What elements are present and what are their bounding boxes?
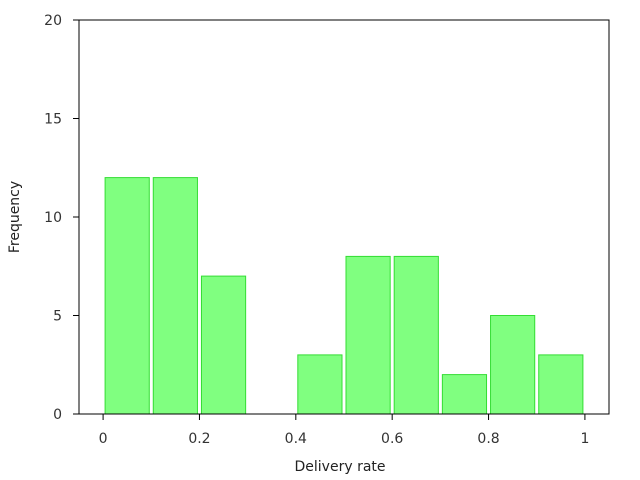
histogram-bar: [200, 275, 247, 415]
x-tick-label: 0.2: [188, 431, 210, 447]
x-axis-title: Delivery rate: [295, 459, 386, 475]
histogram-bar: [104, 177, 150, 415]
x-tick-label: 0: [99, 431, 108, 447]
bars-group: [104, 177, 584, 415]
x-tick-label: 0.6: [381, 431, 403, 447]
histogram-bar: [297, 354, 343, 415]
histogram-bar: [345, 255, 391, 415]
x-tick-label: 0.4: [285, 431, 307, 447]
y-axis-ticks: 0 5 10 15 20: [44, 13, 79, 423]
x-tick-label: 0.8: [477, 431, 499, 447]
y-tick-label: 5: [53, 309, 62, 325]
histogram-bar: [152, 177, 198, 415]
x-axis-ticks: 0 0.2 0.4 0.6 0.8 1: [99, 414, 589, 447]
histogram-bar: [441, 374, 488, 415]
y-tick-label: 10: [44, 210, 62, 226]
y-axis-title: Frequency: [7, 181, 23, 253]
y-tick-label: 0: [53, 407, 62, 423]
histogram-bar: [393, 255, 439, 415]
y-tick-label: 20: [44, 13, 62, 29]
histogram-bar: [490, 315, 536, 415]
x-tick-label: 1: [580, 431, 589, 447]
y-tick-label: 15: [44, 112, 62, 128]
histogram-bar: [538, 354, 584, 415]
